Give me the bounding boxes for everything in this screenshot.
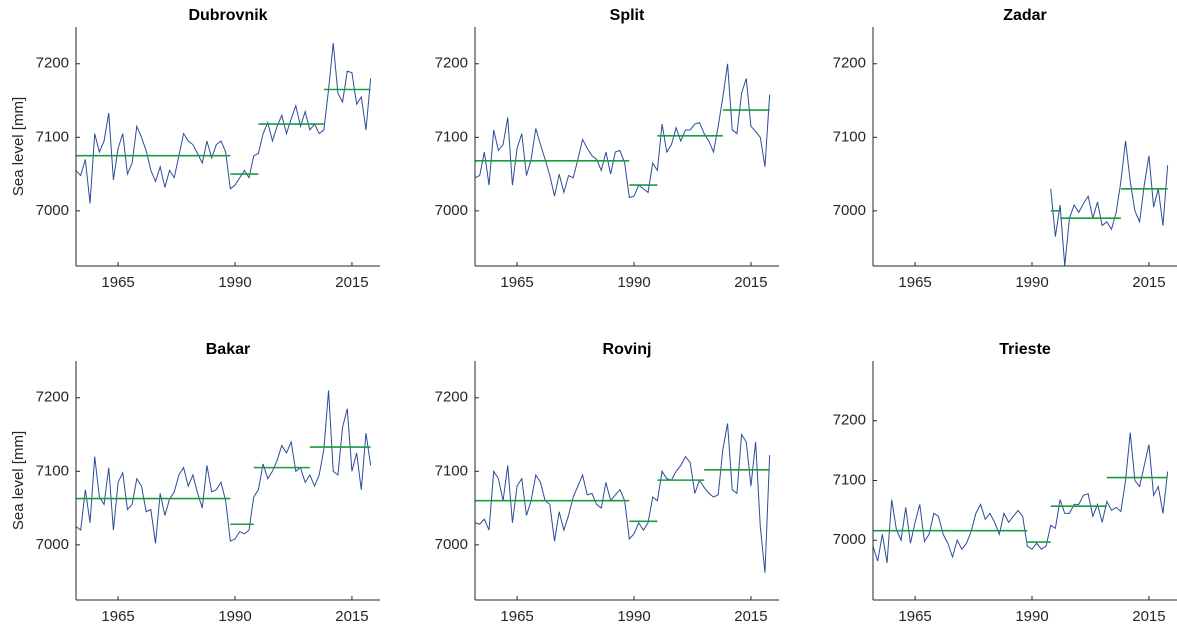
data-line — [1050, 140, 1169, 266]
data-line — [475, 423, 771, 573]
y-tick-label: 7000 — [36, 536, 69, 553]
y-tick-label: 7100 — [435, 128, 468, 145]
x-tick-label: 1990 — [1015, 274, 1048, 291]
panel: 7000 7100 7200 1965 1990 2015 Trieste — [833, 341, 1177, 625]
panel: 7000 7100 7200 1965 1990 2015 Zadar — [833, 7, 1177, 291]
panel-title: Bakar — [206, 341, 250, 358]
data-line — [873, 432, 1169, 564]
plot-area — [873, 432, 1169, 564]
y-tick-label: 7100 — [36, 462, 69, 479]
panel: 7000 7100 7200 1965 1990 2015 Split — [435, 7, 779, 291]
y-axis-label: Sea level [mm] — [10, 97, 27, 196]
y-tick-label: 7100 — [435, 462, 468, 479]
x-tick-label: 1965 — [898, 274, 931, 291]
x-tick-label: 2015 — [1132, 608, 1165, 625]
y-tick-label: 7200 — [435, 389, 468, 406]
x-tick-label: 1990 — [218, 608, 251, 625]
x-tick-label: 1990 — [617, 274, 650, 291]
y-tick-label: 7200 — [833, 55, 866, 72]
x-tick-label: 2015 — [734, 608, 767, 625]
y-axis-label: Sea level [mm] — [10, 431, 27, 530]
plot-area — [475, 423, 771, 573]
y-tick-label: 7100 — [36, 128, 69, 145]
data-line — [76, 43, 372, 204]
y-tick-label: 7200 — [36, 389, 69, 406]
panel-title: Trieste — [999, 341, 1051, 358]
panel-title: Split — [610, 7, 645, 24]
panel-title: Zadar — [1003, 7, 1047, 24]
plot-area — [76, 43, 372, 204]
y-tick-label: 7000 — [833, 202, 866, 219]
y-tick-label: 7200 — [36, 55, 69, 72]
panel: 7000 7100 7200 1965 1990 2015 Bakar Sea level [… — [10, 341, 380, 625]
x-tick-label: 2015 — [335, 608, 368, 625]
panel-title: Dubrovnik — [188, 7, 267, 24]
data-line — [76, 390, 372, 544]
x-tick-label: 1965 — [898, 608, 931, 625]
x-tick-label: 1965 — [500, 608, 533, 625]
x-tick-label: 1990 — [218, 274, 251, 291]
plot-area — [475, 63, 771, 199]
x-tick-label: 1965 — [101, 274, 134, 291]
y-tick-label: 7100 — [833, 128, 866, 145]
plot-area — [1050, 140, 1169, 266]
y-tick-label: 7000 — [36, 202, 69, 219]
x-tick-label: 2015 — [335, 274, 368, 291]
panel: 7000 7100 7200 1965 1990 2015 Dubrovnik Sea lev… — [10, 7, 380, 291]
y-tick-label: 7200 — [833, 412, 866, 429]
x-tick-label: 1990 — [617, 608, 650, 625]
panel: 7000 7100 7200 1965 1990 2015 Rovinj — [435, 341, 779, 625]
y-tick-label: 7000 — [833, 531, 866, 548]
x-tick-label: 1965 — [101, 608, 134, 625]
x-tick-label: 1965 — [500, 274, 533, 291]
x-tick-label: 2015 — [734, 274, 767, 291]
y-tick-label: 7200 — [435, 55, 468, 72]
x-tick-label: 2015 — [1132, 274, 1165, 291]
y-tick-label: 7000 — [435, 202, 468, 219]
data-line — [475, 63, 771, 199]
panel-title: Rovinj — [603, 341, 652, 358]
plot-area — [76, 390, 372, 544]
y-tick-label: 7000 — [435, 536, 468, 553]
y-tick-label: 7100 — [833, 471, 866, 488]
x-tick-label: 1990 — [1015, 608, 1048, 625]
